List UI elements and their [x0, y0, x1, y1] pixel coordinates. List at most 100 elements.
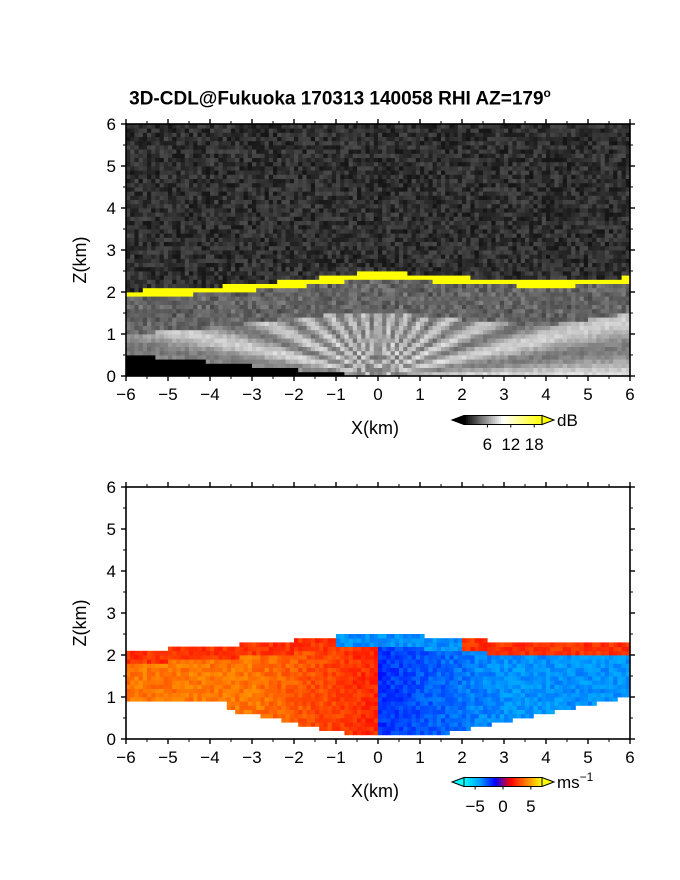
colorbar-segment [520, 415, 523, 425]
colorbar-segment [506, 777, 510, 787]
colorbar-low-tip [450, 414, 465, 426]
x-tick-label: −4 [200, 748, 219, 767]
colorbar-segment [489, 415, 492, 425]
colorbar-segment [479, 777, 482, 787]
colorbar-segment [526, 415, 529, 425]
colorbar-segment [540, 777, 543, 787]
colorbar-segment [495, 777, 498, 787]
colorbar-segment [475, 415, 478, 425]
colorbar-segment [493, 415, 496, 425]
colorbar-segment [487, 415, 490, 425]
colorbar-segment [518, 415, 521, 425]
colorbar-segment [471, 777, 475, 787]
colorbar-segment [510, 777, 514, 787]
colorbar-segment [499, 777, 502, 787]
x-axis-label: X(km) [351, 418, 399, 438]
colorbar-segment [499, 415, 502, 425]
colorbar-segment [473, 777, 476, 787]
x-tick-label: 4 [541, 748, 550, 767]
heatmap-field [126, 634, 631, 736]
x-tick-label: 1 [415, 748, 424, 767]
colorbar-segment [538, 777, 541, 787]
colorbar-segment [512, 415, 515, 425]
colorbar-high-tip [541, 414, 556, 426]
colorbar-segment [477, 415, 480, 425]
colorbar-segment [524, 777, 527, 787]
y-tick-label: 6 [107, 478, 116, 497]
y-tick-label: 0 [107, 730, 116, 749]
colorbar-segment [481, 777, 484, 787]
colorbar-segment [536, 777, 539, 787]
colorbar-segment [516, 415, 519, 425]
y-tick-label: 3 [107, 241, 116, 260]
colorbar-unit: ms−1 [557, 770, 594, 792]
colorbar-segment [526, 777, 529, 787]
colorbar-segment [491, 777, 494, 787]
colorbar-segment [469, 415, 473, 425]
colorbar-segment [485, 415, 488, 425]
colorbar-segment [487, 777, 490, 787]
x-tick-label: −3 [242, 748, 261, 767]
colorbar-tick-label: 5 [526, 797, 535, 816]
figure-title: 3D-CDL@Fukuoka 170313 140058 RHI AZ=179o [0, 86, 680, 110]
colorbar-outline [463, 415, 543, 425]
colorbar-segment [464, 415, 467, 425]
colorbar-outline [463, 777, 543, 787]
colorbar-segment [489, 777, 492, 787]
y-tick-label: 5 [107, 157, 116, 176]
colorbar-segment [534, 777, 537, 787]
colorbar-tick-label: 12 [501, 435, 520, 454]
x-tick-label: 6 [625, 385, 634, 404]
colorbar-segment [469, 777, 473, 787]
y-tick-label: 5 [107, 520, 116, 539]
colorbar-segment [467, 777, 471, 787]
colorbar-tick-label: −5 [465, 797, 484, 816]
y-tick-label: 4 [107, 562, 116, 581]
y-tick-label: 4 [107, 199, 116, 218]
colorbar-segment [464, 777, 467, 787]
colorbar-segment [536, 415, 539, 425]
y-tick-label: 1 [107, 325, 116, 344]
colorbar-segment [508, 415, 512, 425]
colorbar-segment [524, 415, 527, 425]
colorbar-segment [491, 415, 494, 425]
colorbar-tick-label: 6 [483, 435, 492, 454]
colorbar-segment [516, 777, 519, 787]
colorbar-segment [497, 415, 500, 425]
y-tick-label: 3 [107, 604, 116, 623]
colorbar-segment [504, 415, 508, 425]
colorbar-segment [530, 777, 533, 787]
colorbar-segment [522, 415, 525, 425]
colorbar-segment [504, 777, 508, 787]
colorbar-segment [503, 777, 506, 787]
colorbar-segment [477, 777, 480, 787]
colorbar-segment [475, 777, 478, 787]
colorbar-low-tip [450, 776, 465, 788]
x-tick-label: −1 [326, 748, 345, 767]
y-tick-label: 1 [107, 688, 116, 707]
x-tick-label: −2 [284, 385, 303, 404]
colorbar-segment [506, 415, 510, 425]
plot-frame [125, 486, 631, 740]
x-tick-label: −5 [158, 748, 177, 767]
x-tick-label: −1 [326, 385, 345, 404]
x-tick-label: 3 [499, 748, 508, 767]
colorbar-segment [540, 415, 543, 425]
colorbar-segment [483, 777, 486, 787]
colorbar-segment [497, 777, 500, 787]
y-axis-label: Z(km) [70, 237, 90, 284]
x-tick-label: 0 [373, 385, 382, 404]
colorbar-segment [528, 415, 531, 425]
x-tick-label: −5 [158, 385, 177, 404]
colorbar-segment [518, 777, 521, 787]
colorbar-segment [467, 415, 471, 425]
colorbar-segment [522, 777, 525, 787]
x-tick-label: 5 [583, 748, 592, 767]
y-tick-label: 6 [107, 115, 116, 134]
colorbar: −5 0 5 ms−1 [450, 770, 594, 816]
colorbar-segment [514, 415, 517, 425]
colorbar: 6 12 18 dB [450, 411, 578, 454]
x-tick-label: 2 [457, 385, 466, 404]
